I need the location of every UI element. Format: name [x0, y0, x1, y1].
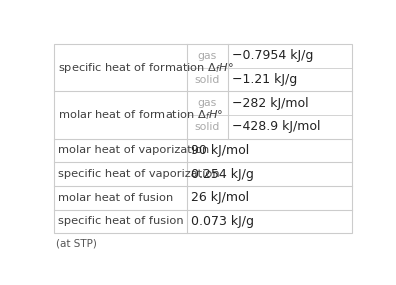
Text: specific heat of formation $\Delta_f H°$: specific heat of formation $\Delta_f H°$ — [58, 61, 233, 75]
Text: 0.254 kJ/g: 0.254 kJ/g — [191, 168, 254, 181]
Bar — [54, 44, 352, 233]
Text: molar heat of fusion: molar heat of fusion — [58, 193, 173, 203]
Text: −282 kJ/mol: −282 kJ/mol — [232, 97, 309, 110]
Text: 0.073 kJ/g: 0.073 kJ/g — [191, 215, 254, 228]
Text: gas: gas — [198, 51, 217, 61]
Text: gas: gas — [198, 98, 217, 108]
Text: molar heat of formation $\Delta_f H°$: molar heat of formation $\Delta_f H°$ — [58, 108, 223, 122]
Text: −1.21 kJ/g: −1.21 kJ/g — [232, 73, 297, 86]
Text: specific heat of fusion: specific heat of fusion — [58, 216, 183, 226]
Text: molar heat of vaporization: molar heat of vaporization — [58, 145, 209, 156]
Text: 90 kJ/mol: 90 kJ/mol — [191, 144, 249, 157]
Text: (at STP): (at STP) — [55, 239, 97, 249]
Text: −428.9 kJ/mol: −428.9 kJ/mol — [232, 120, 321, 133]
Text: solid: solid — [194, 75, 220, 85]
Text: solid: solid — [194, 122, 220, 132]
Text: specific heat of vaporization: specific heat of vaporization — [58, 169, 219, 179]
Text: −0.7954 kJ/g: −0.7954 kJ/g — [232, 49, 314, 62]
Text: 26 kJ/mol: 26 kJ/mol — [191, 191, 249, 204]
